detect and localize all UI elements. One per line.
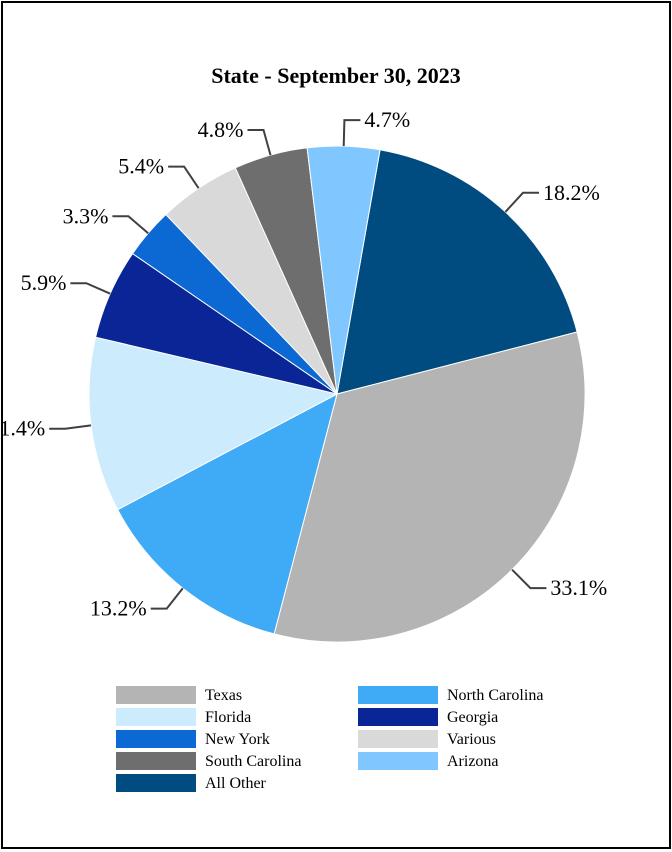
legend-item-all-other: All Other — [116, 774, 267, 792]
pie-chart: State - September 30, 2023 18.2% 33.1% 13.… — [0, 63, 607, 792]
legend-label-georgia: Georgia — [447, 709, 498, 726]
legend-item-arizona: Arizona — [358, 752, 499, 770]
legend-label-florida: Florida — [205, 709, 251, 726]
legend: Texas North Carolina Florida Georgia New Yor… — [116, 686, 543, 792]
legend-item-georgia: Georgia — [358, 708, 498, 726]
legend-swatch-various — [358, 730, 438, 748]
slice-label-arizona: 4.7% — [364, 107, 410, 132]
slice-label-texas: 33.1% — [550, 575, 607, 600]
legend-swatch-south-carolina — [116, 752, 196, 770]
slice-label-various: 5.4% — [118, 154, 164, 179]
slice-labels: 18.2% 33.1% 13.2% 11.4% 5.9% 3.3% 5.4% 4.8% 4.7% — [0, 107, 607, 621]
legend-label-various: Various — [447, 731, 496, 748]
legend-label-south-carolina: South Carolina — [205, 753, 301, 770]
pie-slices — [88, 145, 586, 643]
leader-lines — [49, 119, 547, 610]
legend-label-arizona: Arizona — [447, 753, 499, 770]
legend-swatch-texas — [116, 686, 196, 704]
legend-label-new-york: New York — [205, 731, 270, 748]
slice-label-north-carolina: 13.2% — [90, 596, 147, 621]
legend-item-florida: Florida — [116, 708, 251, 726]
leader-line-texas — [511, 568, 547, 590]
legend-item-texas: Texas — [116, 686, 242, 704]
leader-line-new-york — [112, 215, 149, 234]
legend-swatch-florida — [116, 708, 196, 726]
legend-item-various: Various — [358, 730, 496, 748]
slice-label-south-carolina: 4.8% — [198, 117, 244, 142]
legend-label-north-carolina: North Carolina — [447, 687, 543, 704]
leader-line-north-carolina — [150, 587, 184, 610]
slice-label-new-york: 3.3% — [63, 203, 109, 228]
leader-line-south-carolina — [247, 129, 272, 156]
leader-line-various — [168, 165, 200, 189]
chart-title: State - September 30, 2023 — [211, 63, 461, 88]
legend-label-all-other: All Other — [205, 775, 267, 792]
legend-label-texas: Texas — [205, 687, 242, 704]
legend-swatch-all-other — [116, 774, 196, 792]
legend-item-north-carolina: North Carolina — [358, 686, 543, 704]
slice-label-florida: 11.4% — [3, 416, 45, 441]
legend-swatch-new-york — [116, 730, 196, 748]
pie-slice-all-other — [336, 149, 578, 395]
legend-swatch-north-carolina — [358, 686, 438, 704]
leader-line-georgia — [70, 282, 111, 295]
legend-item-new-york: New York — [116, 730, 270, 748]
slice-label-georgia: 5.9% — [21, 270, 67, 295]
slice-label-all-other: 18.2% — [543, 180, 600, 205]
leader-line-florida — [49, 424, 92, 430]
leader-line-all-other — [504, 191, 539, 213]
legend-swatch-georgia — [358, 708, 438, 726]
pie-slice-texas — [273, 331, 586, 643]
leader-line-arizona — [342, 119, 361, 147]
legend-item-south-carolina: South Carolina — [116, 752, 301, 770]
legend-swatch-arizona — [358, 752, 438, 770]
